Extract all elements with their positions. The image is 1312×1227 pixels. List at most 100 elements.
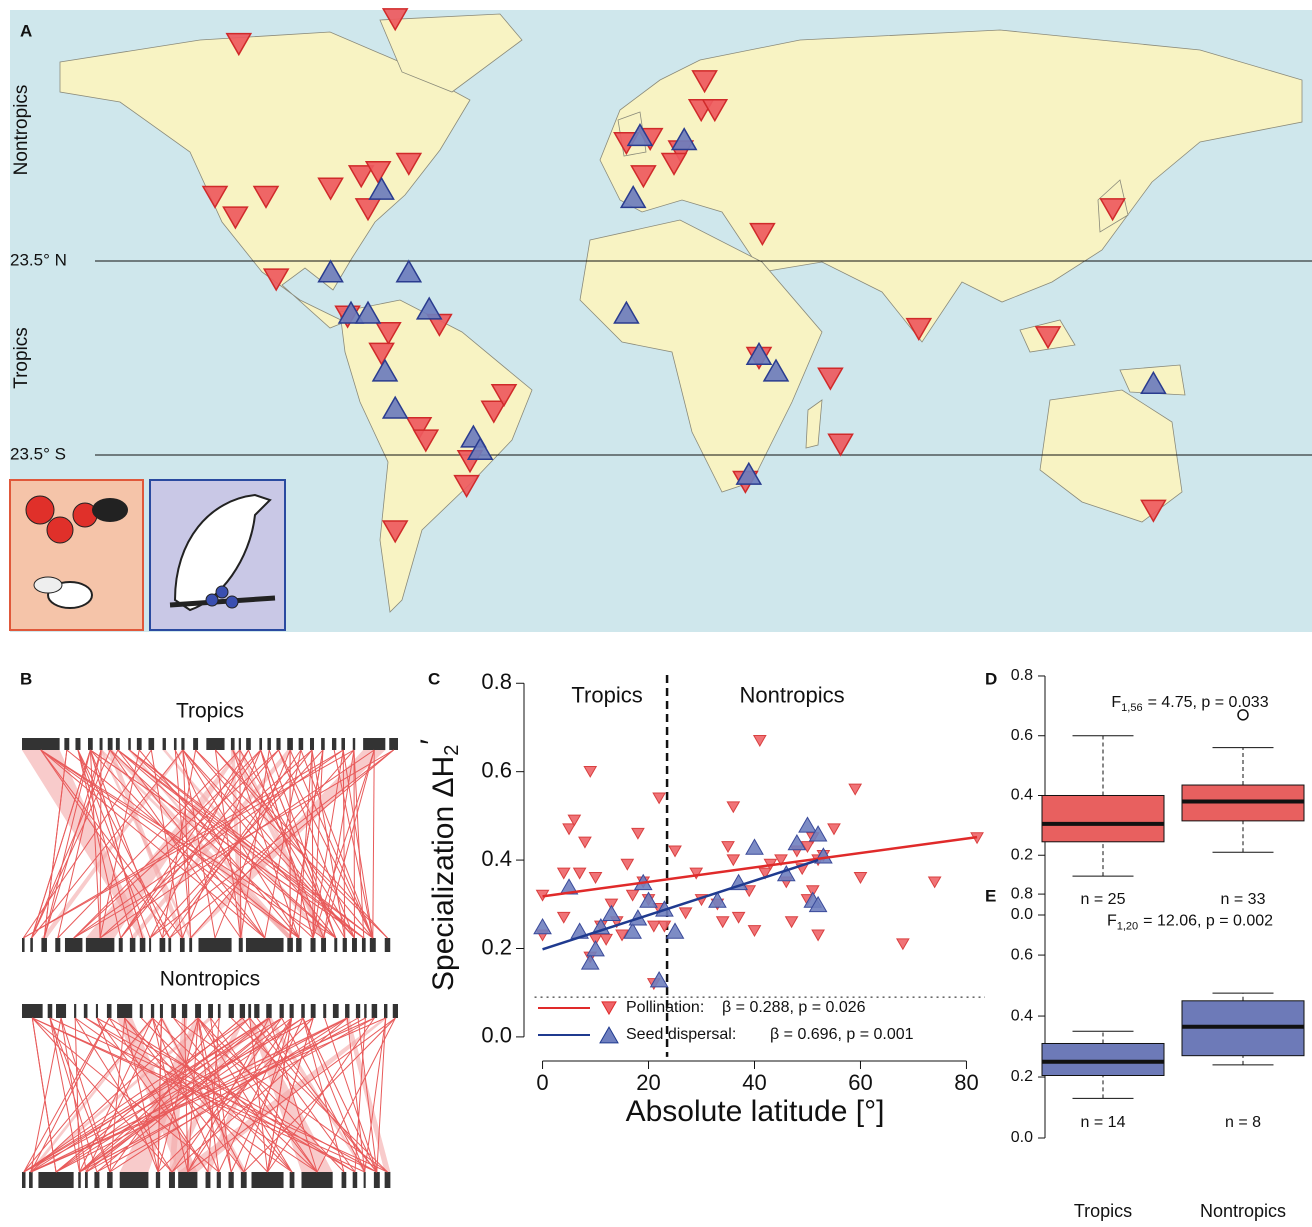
site-marker: [262, 268, 290, 292]
point: [827, 823, 841, 836]
network-link: [31, 749, 111, 939]
network-link: [99, 749, 140, 939]
point: [580, 953, 600, 970]
point: [556, 867, 571, 880]
stat-df: 1,56: [1121, 702, 1142, 714]
network-node: [345, 1004, 350, 1018]
point: [776, 864, 796, 882]
y-axis-title-main: Specialization ΔH: [427, 756, 460, 991]
site-marker: [1034, 326, 1062, 350]
network-node: [216, 1172, 221, 1188]
network-link: [342, 749, 374, 939]
network-node: [41, 938, 47, 952]
x-tick-label: 40: [742, 1070, 766, 1095]
point: [726, 854, 741, 867]
network-node: [56, 1004, 67, 1018]
network-link: [31, 1017, 57, 1173]
network-link: [152, 1017, 189, 1173]
network-node: [119, 1172, 149, 1188]
x-tick-label: 60: [848, 1070, 872, 1095]
network-node: [155, 1172, 161, 1188]
network-node: [162, 738, 166, 750]
network-link: [249, 1017, 269, 1173]
network-link: [174, 749, 266, 939]
network-node: [301, 1004, 305, 1018]
network-link: [109, 749, 314, 939]
network-node: [150, 1004, 155, 1018]
network-node: [208, 1004, 213, 1018]
network-link: [323, 749, 375, 939]
network-link: [260, 749, 314, 939]
network-node: [334, 938, 338, 952]
network-link: [90, 749, 266, 939]
network-node: [149, 938, 152, 952]
network-node: [373, 1172, 380, 1188]
outlier: [1237, 709, 1249, 721]
network-node: [228, 1004, 234, 1018]
network-link: [149, 749, 324, 939]
network-link: [267, 1017, 375, 1173]
network-link: [169, 749, 394, 939]
y-tick-label: 0.8: [1011, 885, 1033, 902]
network-node: [363, 1172, 366, 1188]
tropic-label: 23.5° N: [10, 250, 67, 269]
site-marker: [368, 176, 395, 200]
network-link: [73, 749, 344, 939]
tropic-label: 23.5° S: [10, 445, 66, 464]
network-link: [30, 1017, 375, 1173]
network-node: [117, 1004, 133, 1018]
network-node: [239, 1004, 246, 1018]
site-marker: [691, 70, 718, 94]
network-node: [78, 1172, 81, 1188]
network-link: [79, 1017, 270, 1173]
y-tick-label: 0.2: [1011, 1068, 1033, 1085]
network-link: [89, 749, 144, 939]
point: [784, 916, 799, 929]
network-link: [108, 1017, 356, 1173]
network-node: [173, 738, 177, 750]
point: [811, 929, 825, 942]
network-node: [355, 1004, 361, 1018]
network-link: [49, 1017, 80, 1173]
site-marker: [347, 165, 375, 189]
network-node: [323, 1004, 327, 1018]
stat-f: F: [1107, 913, 1117, 930]
n-label: n = 25: [1081, 891, 1126, 908]
network-node: [228, 1172, 234, 1188]
network-node: [74, 1004, 77, 1018]
network-node: [22, 1004, 43, 1018]
x-tick-label: 20: [636, 1070, 660, 1095]
network-node: [75, 738, 81, 750]
network-link: [89, 749, 101, 939]
network-link: [77, 749, 122, 939]
network-link: [23, 1017, 250, 1173]
network-link: [96, 1017, 209, 1173]
network-node: [115, 738, 120, 750]
n-label: n = 14: [1081, 1114, 1126, 1131]
network-link: [173, 1017, 388, 1173]
network-link: [298, 749, 313, 939]
network-link: [31, 749, 184, 939]
network-link: [23, 1017, 110, 1173]
point: [752, 735, 767, 747]
site-marker: [735, 461, 763, 485]
network-link: [243, 1017, 396, 1173]
network-link: [99, 749, 313, 939]
network-link: [85, 1017, 162, 1173]
network-title: Tropics: [176, 700, 244, 723]
network-link: [22, 750, 146, 938]
region-label: Nontropics: [739, 682, 844, 707]
network-link: [109, 1017, 348, 1173]
network-node: [181, 738, 185, 750]
network-link: [171, 1017, 283, 1173]
network-link: [278, 749, 355, 939]
network-link: [248, 749, 325, 939]
network-link: [43, 749, 91, 939]
network-link: [239, 749, 355, 939]
network-link: [357, 1017, 378, 1173]
point: [678, 907, 693, 920]
site-marker: [364, 160, 392, 185]
point: [588, 933, 603, 946]
network-link: [182, 749, 192, 939]
network-node: [289, 1004, 294, 1018]
